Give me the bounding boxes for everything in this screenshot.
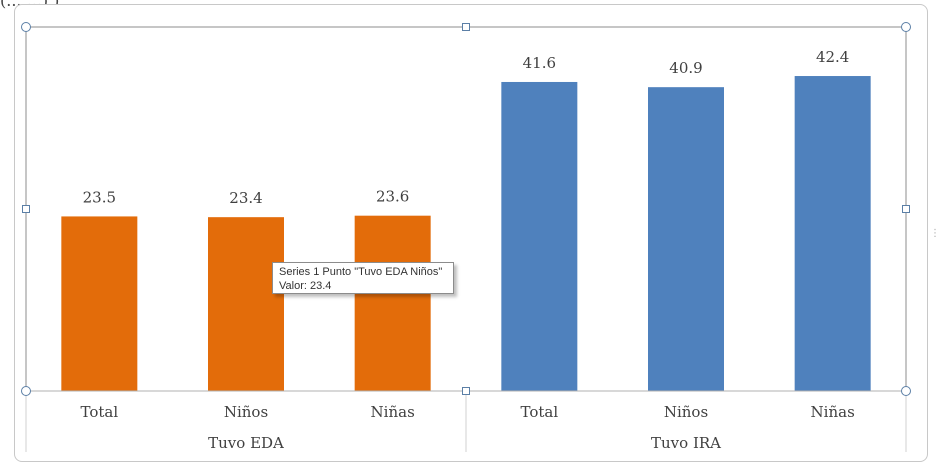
data-point-tooltip: Series 1 Punto "Tuvo EDA Niños" Valor: 2… [272,262,454,294]
corner-resize-handle[interactable] [901,386,911,396]
tooltip-series-text: Series 1 Punto "Tuvo EDA Niños" [279,266,443,278]
bar-2[interactable] [208,217,284,391]
category-label-3: Niñas [371,403,415,421]
value-label-3: 23.6 [376,188,409,206]
side-grip-icon[interactable]: ⋮ [930,228,938,239]
group-label-1: Tuvo EDA [208,434,284,452]
tooltip-value-text: Valor: 23.4 [279,280,332,292]
corner-resize-handle[interactable] [901,22,911,32]
bar-5[interactable] [648,87,724,392]
category-label-5: Niños [664,403,708,421]
bar-4[interactable] [501,81,578,391]
category-label-2: Niños [224,403,268,421]
category-label-4: Total [521,403,559,421]
category-label-6: Niñas [811,403,855,421]
plot-area-border[interactable] [25,26,907,392]
bar-6[interactable] [794,76,871,392]
side-resize-handle[interactable] [462,23,470,31]
group-label-2: Tuvo IRA [651,434,721,452]
value-label-1: 23.5 [83,188,116,206]
value-label-6: 42.4 [816,48,849,66]
side-resize-handle[interactable] [902,205,910,213]
bar-3[interactable] [354,215,431,391]
value-label-4: 41.6 [523,54,556,72]
value-label-5: 40.9 [669,59,702,77]
corner-resize-handle[interactable] [21,22,31,32]
side-resize-handle[interactable] [22,205,30,213]
chart-frame[interactable] [14,4,928,462]
category-label-1: Total [81,403,119,421]
value-label-2: 23.4 [229,189,262,207]
side-resize-handle[interactable] [462,387,470,395]
corner-resize-handle[interactable] [21,386,31,396]
bar-1[interactable] [61,216,138,391]
